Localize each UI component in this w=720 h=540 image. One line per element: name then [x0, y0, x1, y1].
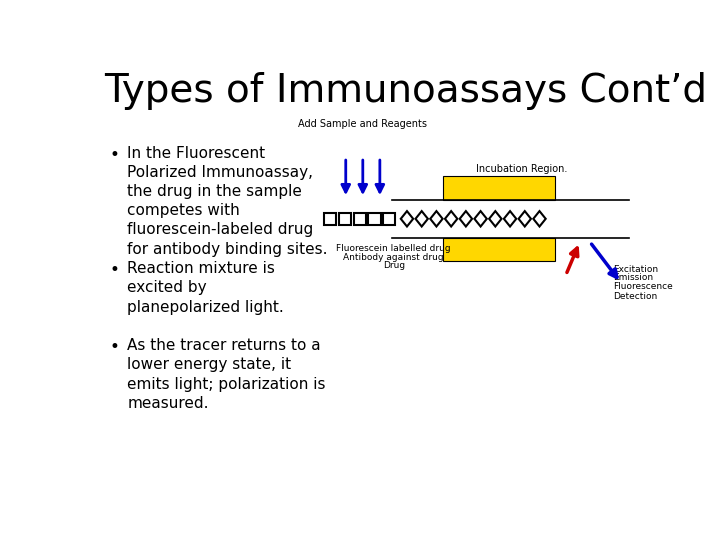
Bar [443, 177, 555, 200]
Bar [443, 238, 555, 261]
Polygon shape [534, 211, 546, 226]
Polygon shape [431, 211, 443, 226]
Text: As the tracer returns to a
lower energy state, it
emits light; polarization is
m: As the tracer returns to a lower energy … [127, 338, 325, 411]
Text: Excitation: Excitation [613, 265, 658, 274]
Polygon shape [415, 211, 428, 226]
Text: Incubation Region.: Incubation Region. [477, 164, 568, 174]
Text: Emission: Emission [613, 273, 653, 282]
Text: •: • [109, 261, 120, 279]
Polygon shape [445, 211, 457, 226]
Polygon shape [459, 211, 472, 226]
Bar [368, 213, 381, 225]
Text: Types of Immunoassays Cont’d: Types of Immunoassays Cont’d [104, 72, 707, 111]
Text: Antibody against drug: Antibody against drug [343, 253, 444, 262]
Bar [324, 213, 336, 225]
Text: Drug: Drug [383, 261, 405, 270]
Text: Fluorescence
Detection: Fluorescence Detection [613, 282, 673, 301]
Text: Add Sample and Reagents: Add Sample and Reagents [298, 119, 427, 130]
Text: •: • [109, 338, 120, 356]
Bar [354, 213, 366, 225]
Text: •: • [109, 146, 120, 164]
Polygon shape [518, 211, 531, 226]
Text: In the Fluorescent
Polarized Immunoassay,
the drug in the sample
competes with
f: In the Fluorescent Polarized Immunoassay… [127, 146, 328, 256]
Text: Reaction mixture is
excited by
planepolarized light.: Reaction mixture is excited by planepola… [127, 261, 284, 314]
Polygon shape [504, 211, 516, 226]
Polygon shape [489, 211, 502, 226]
Polygon shape [474, 211, 487, 226]
Text: Fluorescein labelled drug: Fluorescein labelled drug [336, 244, 451, 253]
Bar [383, 213, 395, 225]
Polygon shape [401, 211, 413, 226]
Bar [339, 213, 351, 225]
